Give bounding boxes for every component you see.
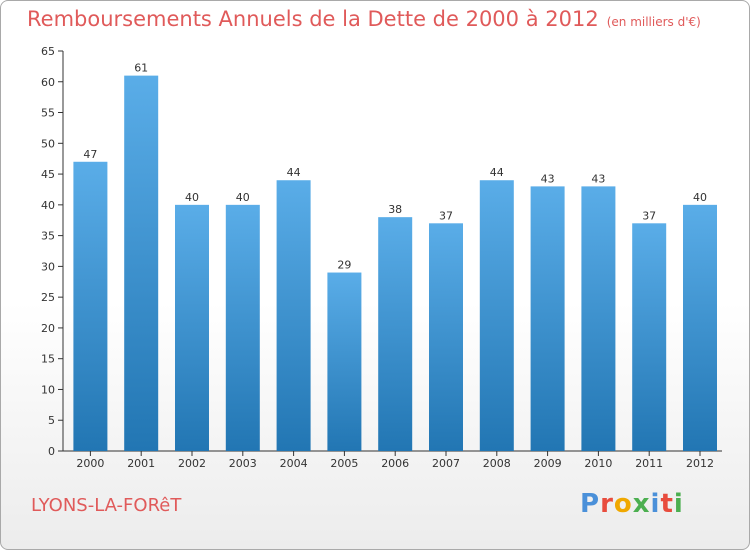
x-tick-label-2010: 2010 xyxy=(584,457,612,470)
value-label-2002: 40 xyxy=(185,191,199,204)
y-tick-label: 65 xyxy=(41,45,55,58)
bar-2007 xyxy=(429,223,463,451)
y-tick-label: 20 xyxy=(41,322,55,335)
bar-2005 xyxy=(327,272,362,451)
chart-title-text: Remboursements Annuels de la Dette de 20… xyxy=(27,7,599,31)
unit-note: (en milliers d'€) xyxy=(606,15,701,29)
x-tick-label-2005: 2005 xyxy=(330,457,358,470)
axes: 0 5 10 15 20 25 30 35 40 45 50 55 60 65 xyxy=(41,45,722,458)
value-label-2007: 37 xyxy=(439,209,453,222)
bar-2001 xyxy=(124,75,159,451)
x-tick-label-2002: 2002 xyxy=(178,457,206,470)
logo-letter: i xyxy=(673,489,684,519)
y-tick-label: 10 xyxy=(41,383,55,396)
bars xyxy=(73,75,717,451)
x-tick-label-2004: 2004 xyxy=(280,457,308,470)
y-tick-label: 15 xyxy=(41,353,55,366)
bar-2008 xyxy=(479,180,514,451)
proxiti-logo: Proxiti xyxy=(580,489,684,519)
bar-2012 xyxy=(683,204,717,451)
x-tick-label-2011: 2011 xyxy=(635,457,663,470)
bar-2004 xyxy=(276,180,311,451)
value-label-2003: 40 xyxy=(236,191,250,204)
x-tick-label-2009: 2009 xyxy=(534,457,562,470)
bar-2002 xyxy=(175,204,209,451)
y-tick-label: 30 xyxy=(41,260,55,273)
value-label-2010: 43 xyxy=(591,172,605,185)
logo-letter: o xyxy=(613,489,633,519)
bar-2003 xyxy=(225,204,260,451)
value-label-2004: 44 xyxy=(287,166,301,179)
logo-letter: P xyxy=(580,489,601,519)
value-label-2009: 43 xyxy=(541,172,555,185)
logo-letter: t xyxy=(660,489,674,519)
x-tick-label-2001: 2001 xyxy=(127,457,155,470)
value-label-2001: 61 xyxy=(134,62,148,75)
value-label-2011: 37 xyxy=(642,209,656,222)
x-tick-label-2003: 2003 xyxy=(229,457,257,470)
logo-letter: x xyxy=(632,489,651,519)
value-label-2008: 44 xyxy=(490,166,504,179)
y-tick-label: 25 xyxy=(41,291,55,304)
logo-letter: r xyxy=(600,489,614,519)
commune-name: LYONS-LA-FORêT xyxy=(31,495,182,516)
y-tick-label: 45 xyxy=(41,168,55,181)
y-tick-label: 55 xyxy=(41,107,55,120)
x-tick-label-2008: 2008 xyxy=(483,457,511,470)
y-tick-label: 40 xyxy=(41,199,55,212)
y-tick-label: 5 xyxy=(48,414,55,427)
x-tick-label-2000: 2000 xyxy=(76,457,104,470)
labels: 47 2000 61 2001 40 2002 40 2003 44 2004 29 2005 38 20… xyxy=(76,62,714,470)
x-tick-label-2007: 2007 xyxy=(432,457,460,470)
bar-2009 xyxy=(530,186,565,451)
value-label-2012: 40 xyxy=(693,191,707,204)
y-tick-label: 50 xyxy=(41,137,55,150)
value-label-2000: 47 xyxy=(83,148,97,161)
y-tick-label: 0 xyxy=(48,445,55,458)
bar-2000 xyxy=(73,161,108,451)
bar-2010 xyxy=(581,186,616,451)
y-tick-label: 60 xyxy=(41,76,55,89)
x-tick-label-2012: 2012 xyxy=(686,457,714,470)
bar-2011 xyxy=(632,223,667,451)
y-tick-label: 35 xyxy=(41,230,55,243)
chart-title: Remboursements Annuels de la Dette de 20… xyxy=(27,7,701,31)
value-label-2005: 29 xyxy=(337,259,351,272)
logo-letter: i xyxy=(650,489,661,519)
x-tick-label-2006: 2006 xyxy=(381,457,409,470)
bar-2006 xyxy=(378,217,413,451)
value-label-2006: 38 xyxy=(388,203,402,216)
